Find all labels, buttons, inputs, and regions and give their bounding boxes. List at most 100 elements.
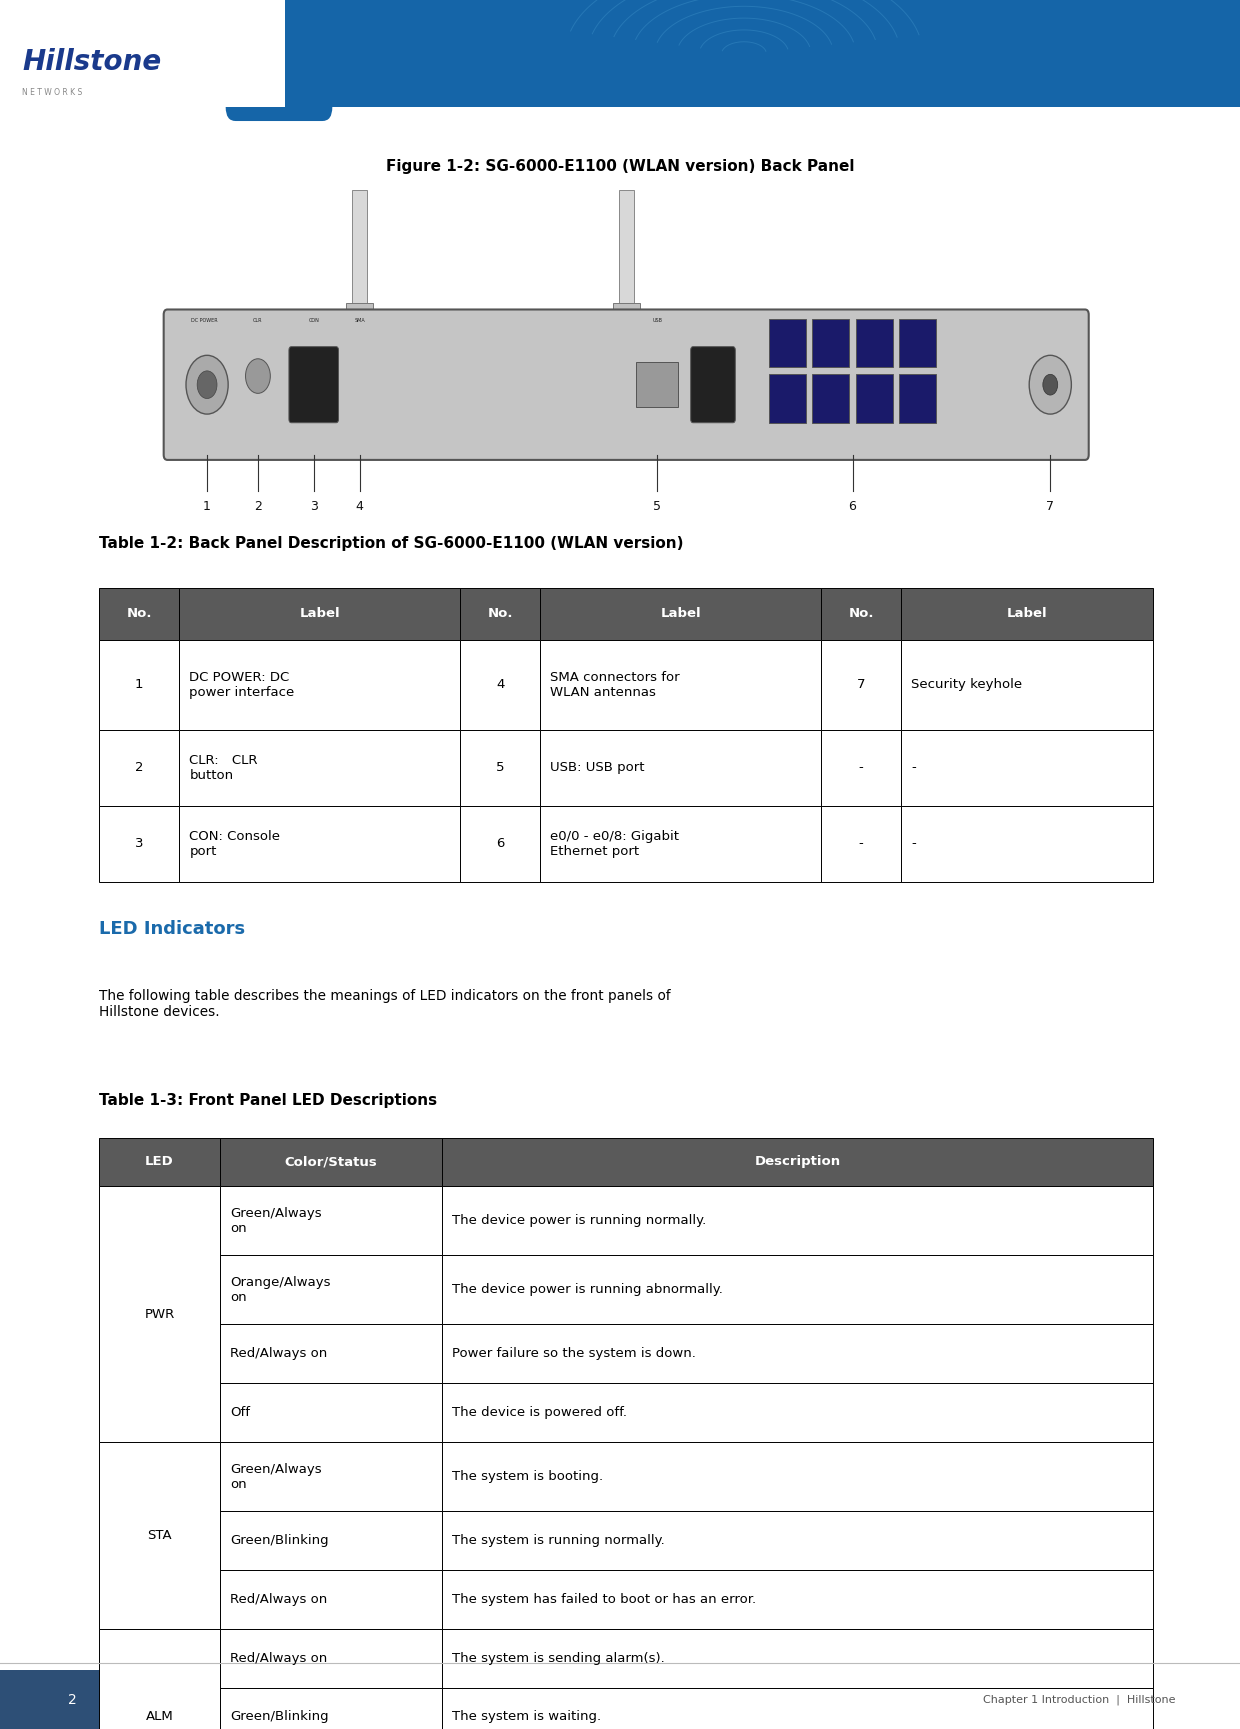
Circle shape <box>197 372 217 399</box>
Bar <box>219 1383 443 1442</box>
Bar <box>346 303 373 323</box>
Text: No.: No. <box>487 607 513 621</box>
Text: Hillstone: Hillstone <box>22 48 161 76</box>
Text: LED Indicators: LED Indicators <box>99 920 246 937</box>
Bar <box>99 1629 219 1729</box>
Bar <box>0 0 285 107</box>
Bar <box>899 375 936 424</box>
Text: Green/Always
on: Green/Always on <box>229 1207 321 1235</box>
Bar <box>619 190 634 311</box>
Bar <box>460 588 541 640</box>
Bar <box>219 1255 443 1324</box>
Text: 1: 1 <box>135 678 144 692</box>
Bar <box>219 1511 443 1570</box>
FancyBboxPatch shape <box>164 309 1089 460</box>
Text: 6: 6 <box>496 837 505 851</box>
Text: Red/Always on: Red/Always on <box>229 1592 327 1606</box>
Bar <box>821 806 901 882</box>
Text: The following table describes the meanings of LED indicators on the front panels: The following table describes the meanin… <box>99 989 671 1018</box>
Text: The system is booting.: The system is booting. <box>453 1470 603 1483</box>
Bar <box>180 640 460 730</box>
Text: -: - <box>911 837 916 851</box>
Bar <box>99 806 180 882</box>
FancyBboxPatch shape <box>289 348 339 424</box>
FancyBboxPatch shape <box>691 348 735 424</box>
Bar <box>821 640 901 730</box>
Text: Description: Description <box>755 1155 841 1169</box>
Text: Orange/Always
on: Orange/Always on <box>229 1276 330 1304</box>
Bar <box>443 1186 1153 1255</box>
Text: SMA connectors for
WLAN antennas: SMA connectors for WLAN antennas <box>551 671 680 699</box>
Bar <box>0 1670 143 1729</box>
Bar <box>769 375 806 424</box>
Text: 6: 6 <box>848 500 857 514</box>
Bar <box>856 320 893 368</box>
Circle shape <box>186 356 228 415</box>
Bar <box>0 1660 1240 1729</box>
Text: Figure 1-2: SG-6000-E1100 (WLAN version) Back Panel: Figure 1-2: SG-6000-E1100 (WLAN version)… <box>386 159 854 175</box>
Text: CLR: CLR <box>253 318 263 323</box>
Bar <box>219 1629 443 1688</box>
Text: 1: 1 <box>203 500 211 514</box>
Text: 5: 5 <box>653 500 661 514</box>
Bar <box>812 375 849 424</box>
Bar <box>460 730 541 806</box>
Text: Green/Blinking: Green/Blinking <box>229 1710 329 1724</box>
Text: -: - <box>858 837 863 851</box>
Text: The system is waiting.: The system is waiting. <box>453 1710 601 1724</box>
Text: CLR: CLR
button: CLR: CLR button <box>190 754 258 782</box>
Bar <box>219 1442 443 1511</box>
Bar <box>901 806 1153 882</box>
Bar <box>769 320 806 368</box>
Text: Color/Status: Color/Status <box>284 1155 377 1169</box>
Text: STA: STA <box>148 1528 172 1542</box>
Text: The device is powered off.: The device is powered off. <box>453 1406 627 1420</box>
Bar <box>219 1570 443 1629</box>
Text: USB: USB <box>652 318 662 323</box>
Bar <box>219 1186 443 1255</box>
Bar <box>99 1186 219 1442</box>
Bar <box>219 1138 443 1186</box>
Text: The system is sending alarm(s).: The system is sending alarm(s). <box>453 1651 665 1665</box>
Bar <box>443 1511 1153 1570</box>
Text: 7: 7 <box>1047 500 1054 514</box>
Text: Power failure so the system is down.: Power failure so the system is down. <box>453 1347 696 1361</box>
Text: e0/0 - e0/8: Gigabit
Ethernet port: e0/0 - e0/8: Gigabit Ethernet port <box>551 830 680 858</box>
Bar <box>443 1688 1153 1729</box>
Text: 7: 7 <box>857 678 866 692</box>
Text: Label: Label <box>1007 607 1048 621</box>
Bar <box>180 730 460 806</box>
Text: 4: 4 <box>356 500 363 514</box>
Text: Table 1-2: Back Panel Description of SG-6000-E1100 (WLAN version): Table 1-2: Back Panel Description of SG-… <box>99 536 683 552</box>
Text: No.: No. <box>848 607 874 621</box>
Bar <box>352 190 367 311</box>
Bar <box>901 730 1153 806</box>
Bar <box>460 640 541 730</box>
Text: Label: Label <box>661 607 701 621</box>
Text: Security keyhole: Security keyhole <box>911 678 1022 692</box>
Text: PWR: PWR <box>144 1307 175 1321</box>
Text: Chapter 1 Introduction  |  Hillstone: Chapter 1 Introduction | Hillstone <box>982 1694 1176 1705</box>
Bar <box>443 1442 1153 1511</box>
Bar <box>443 1629 1153 1688</box>
Text: Red/Always on: Red/Always on <box>229 1651 327 1665</box>
Text: Off: Off <box>229 1406 249 1420</box>
Text: Green/Always
on: Green/Always on <box>229 1463 321 1490</box>
Text: 2: 2 <box>67 1693 77 1707</box>
Circle shape <box>1043 375 1058 396</box>
Text: 4: 4 <box>496 678 505 692</box>
Text: DC POWER: DC POWER <box>191 318 218 323</box>
Text: CON: CON <box>309 318 319 323</box>
Bar <box>443 1255 1153 1324</box>
Text: ALM: ALM <box>145 1710 174 1724</box>
Bar <box>443 1383 1153 1442</box>
Text: Label: Label <box>299 607 340 621</box>
Text: Table 1-3: Front Panel LED Descriptions: Table 1-3: Front Panel LED Descriptions <box>99 1093 438 1108</box>
Text: DC POWER: DC
power interface: DC POWER: DC power interface <box>190 671 295 699</box>
Text: The system is running normally.: The system is running normally. <box>453 1534 665 1547</box>
Circle shape <box>1029 356 1071 415</box>
Bar <box>443 1138 1153 1186</box>
Text: 2: 2 <box>135 761 144 775</box>
Bar <box>99 1138 219 1186</box>
Circle shape <box>246 360 270 394</box>
